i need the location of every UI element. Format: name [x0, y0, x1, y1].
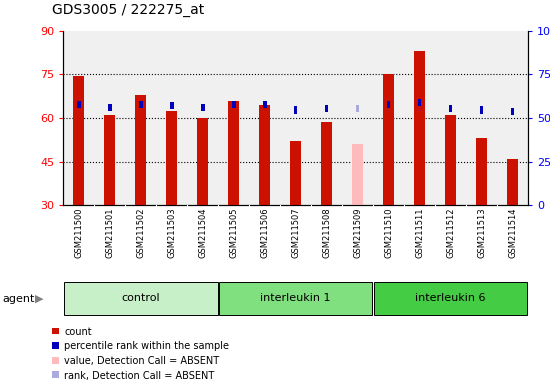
Text: GSM211500: GSM211500 [74, 208, 83, 258]
Bar [321, 122, 332, 205]
Text: interleukin 1: interleukin 1 [260, 293, 331, 303]
FancyBboxPatch shape [64, 282, 218, 315]
Text: rank, Detection Call = ABSENT: rank, Detection Call = ABSENT [64, 371, 214, 381]
Bar [480, 106, 483, 114]
Bar [170, 102, 174, 109]
Text: GSM211513: GSM211513 [477, 208, 486, 258]
Bar [387, 101, 390, 108]
Bar [166, 111, 177, 205]
Bar [324, 105, 328, 112]
Text: GSM211504: GSM211504 [198, 208, 207, 258]
Bar [263, 101, 267, 108]
Bar [139, 101, 142, 108]
Bar [294, 106, 298, 114]
Bar [476, 139, 487, 205]
Bar [507, 159, 518, 205]
Bar [383, 74, 394, 205]
Bar [201, 104, 205, 111]
Text: GSM211503: GSM211503 [167, 208, 176, 258]
Bar [449, 105, 453, 112]
Text: GSM211506: GSM211506 [260, 208, 269, 258]
Bar [290, 141, 301, 205]
Text: GDS3005 / 222275_at: GDS3005 / 222275_at [52, 3, 205, 17]
Text: GSM211502: GSM211502 [136, 208, 145, 258]
Text: GSM211514: GSM211514 [508, 208, 517, 258]
Text: GSM211507: GSM211507 [291, 208, 300, 258]
Text: GSM211510: GSM211510 [384, 208, 393, 258]
Text: percentile rank within the sample: percentile rank within the sample [64, 341, 229, 351]
Text: GSM211511: GSM211511 [415, 208, 424, 258]
Text: ▶: ▶ [35, 293, 43, 304]
Text: value, Detection Call = ABSENT: value, Detection Call = ABSENT [64, 356, 219, 366]
Bar [104, 115, 115, 205]
Bar [232, 101, 235, 108]
Text: GSM211509: GSM211509 [353, 208, 362, 258]
FancyBboxPatch shape [219, 282, 372, 315]
Bar [414, 51, 425, 205]
Bar [417, 99, 421, 106]
Bar [77, 101, 81, 108]
Bar [510, 108, 514, 115]
Bar [352, 144, 363, 205]
Bar [259, 105, 270, 205]
Text: control: control [122, 293, 160, 303]
Bar [228, 101, 239, 205]
Bar [445, 115, 456, 205]
Text: GSM211505: GSM211505 [229, 208, 238, 258]
Text: count: count [64, 327, 92, 337]
Text: interleukin 6: interleukin 6 [415, 293, 486, 303]
Text: GSM211512: GSM211512 [446, 208, 455, 258]
Bar [108, 104, 112, 111]
Text: GSM211508: GSM211508 [322, 208, 331, 258]
Bar [197, 118, 208, 205]
Bar [135, 95, 146, 205]
Bar [356, 105, 360, 112]
Text: GSM211501: GSM211501 [105, 208, 114, 258]
FancyBboxPatch shape [373, 282, 527, 315]
Bar [73, 76, 84, 205]
Text: agent: agent [3, 293, 35, 304]
